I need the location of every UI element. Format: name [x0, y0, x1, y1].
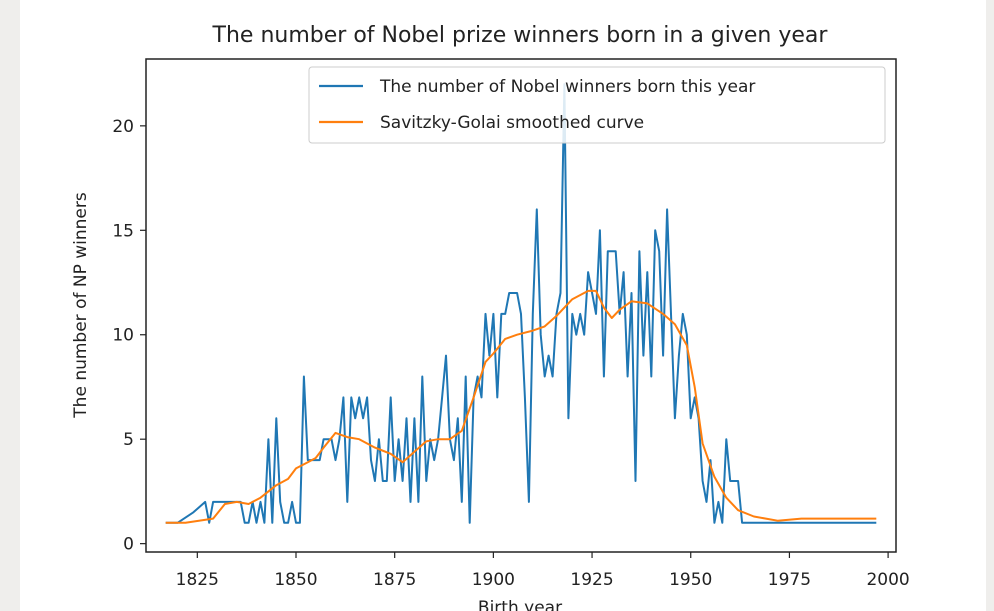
x-tick-label: 1900 — [472, 570, 515, 590]
x-tick-label: 1850 — [274, 570, 317, 590]
x-axis-label: Birth year — [478, 598, 562, 611]
y-tick-label: 20 — [112, 117, 134, 137]
y-tick-label: 5 — [123, 430, 134, 450]
y-axis: 0 5 10 15 20 — [112, 117, 146, 555]
legend-box — [308, 66, 886, 144]
x-tick-label: 2000 — [866, 570, 909, 590]
y-axis-label: The number of NP winners — [71, 192, 91, 419]
x-tick-label: 1975 — [768, 570, 811, 590]
x-tick-label: 1950 — [669, 570, 712, 590]
legend: The number of Nobel winners born this ye… — [308, 66, 886, 144]
y-tick-label: 10 — [112, 326, 134, 346]
line-chart: The number of Nobel prize winners born i… — [71, 23, 910, 611]
x-tick-label: 1825 — [176, 570, 219, 590]
x-tick-label: 1875 — [373, 570, 416, 590]
legend-label-smoothed: Savitzky-Golai smoothed curve — [380, 113, 644, 133]
y-tick-label: 15 — [112, 221, 134, 241]
x-tick-label: 1925 — [570, 570, 613, 590]
x-axis: 1825 1850 1875 1900 1925 1950 1975 2000 — [176, 552, 910, 590]
series-line-winners — [165, 83, 877, 524]
plot-frame — [145, 58, 897, 553]
chart-card: The number of Nobel prize winners born i… — [20, 0, 986, 611]
legend-label-winners: The number of Nobel winners born this ye… — [379, 77, 755, 97]
chart-title: The number of Nobel prize winners born i… — [212, 23, 829, 48]
series-layer — [165, 83, 877, 524]
y-tick-label: 0 — [123, 535, 134, 555]
series-line-smoothed — [165, 289, 877, 524]
